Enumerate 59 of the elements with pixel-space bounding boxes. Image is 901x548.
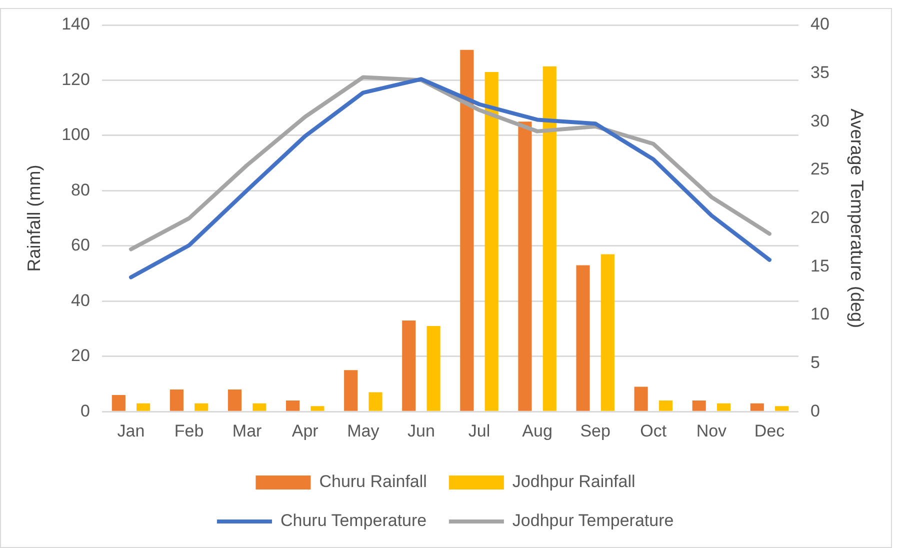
x-tick-label: Oct bbox=[640, 421, 667, 440]
y2-tick-label: 25 bbox=[810, 160, 830, 179]
y2-tick-label: 10 bbox=[810, 304, 830, 324]
bar bbox=[518, 122, 532, 411]
bar bbox=[634, 386, 648, 411]
x-tick-label: Jan bbox=[117, 421, 145, 440]
x-tick-label: Dec bbox=[754, 421, 786, 440]
y-tick-label: 0 bbox=[80, 401, 90, 420]
x-tick-label: Jun bbox=[407, 421, 435, 440]
bar bbox=[426, 326, 440, 411]
bar bbox=[112, 395, 126, 411]
bar bbox=[716, 403, 731, 411]
y2-tick-label: 35 bbox=[810, 63, 830, 82]
bar bbox=[344, 370, 358, 411]
bar bbox=[576, 265, 590, 411]
bar bbox=[170, 390, 184, 411]
y2-tick-label: 15 bbox=[810, 256, 830, 276]
bar bbox=[402, 320, 416, 411]
y-tick-label: 60 bbox=[71, 236, 90, 255]
y-tick-label: 20 bbox=[71, 346, 90, 366]
bar bbox=[228, 390, 242, 411]
bar bbox=[692, 400, 706, 411]
x-tick-label: Mar bbox=[232, 421, 262, 440]
legend-label: Jodhpur Rainfall bbox=[512, 472, 636, 492]
y2-tick-label: 30 bbox=[810, 111, 830, 130]
y-tick-label: 140 bbox=[62, 14, 90, 34]
x-tick-label: May bbox=[347, 421, 380, 440]
x-tick-label: Sep bbox=[580, 421, 610, 440]
legend-label: Churu Temperature bbox=[280, 511, 427, 530]
y-axis-title: Rainfall (mm) bbox=[24, 164, 44, 272]
bar bbox=[194, 403, 208, 411]
bar bbox=[658, 400, 672, 411]
y-tick-label: 40 bbox=[71, 290, 90, 310]
y2-tick-label: 20 bbox=[810, 208, 830, 227]
y-tick-label: 120 bbox=[62, 70, 90, 89]
bar bbox=[542, 66, 556, 411]
x-tick-label: Apr bbox=[292, 421, 319, 440]
x-tick-label: Feb bbox=[174, 421, 204, 440]
legend-label: Jodhpur Temperature bbox=[512, 511, 674, 530]
bar bbox=[310, 406, 324, 411]
bar bbox=[775, 406, 789, 411]
bar bbox=[460, 50, 474, 411]
bar bbox=[600, 254, 614, 411]
bar bbox=[136, 403, 150, 411]
bar bbox=[484, 72, 498, 411]
y2-tick-label: 40 bbox=[810, 14, 830, 34]
y-tick-label: 80 bbox=[71, 180, 90, 200]
bar bbox=[252, 403, 266, 411]
y-tick-label: 100 bbox=[62, 125, 90, 144]
legend-label: Churu Rainfall bbox=[319, 472, 427, 492]
x-tick-label: Nov bbox=[696, 421, 728, 440]
bar bbox=[286, 400, 300, 411]
bar bbox=[750, 403, 764, 411]
x-tick-label: Aug bbox=[522, 421, 552, 440]
bar bbox=[368, 392, 382, 411]
y2-tick-label: 0 bbox=[810, 401, 820, 420]
y2-axis-title: Average Temperature (deg) bbox=[847, 108, 868, 328]
x-tick-label: Jul bbox=[468, 421, 490, 440]
y2-tick-label: 5 bbox=[810, 352, 820, 372]
